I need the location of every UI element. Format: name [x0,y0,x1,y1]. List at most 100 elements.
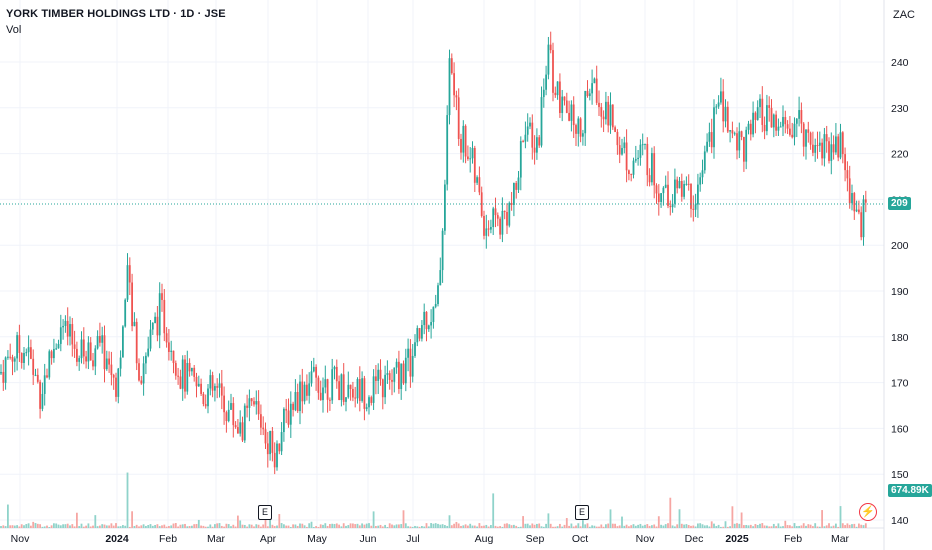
candle-body [352,388,354,398]
candle-body [614,127,616,132]
volume-bar [802,523,805,528]
volume-bar [835,523,837,528]
volume-bar [131,511,133,528]
candle-body [455,95,458,98]
x-tick-label: May [307,533,328,545]
candle-body [749,123,752,135]
volume-bar [174,523,177,528]
volume-bar [756,525,759,528]
candle-body [664,184,667,188]
volume-bar [94,515,97,528]
candle-body [864,199,867,203]
candle-body [467,156,469,159]
volume-bar [490,525,492,528]
candle-body [20,352,23,363]
candle-body [186,362,189,392]
candle-body [202,393,205,404]
volume-bar [283,524,285,528]
candle-body [400,363,403,389]
candle-body [239,422,242,434]
volume-bar [662,525,665,528]
candle-body [724,106,727,122]
candle-body [243,405,246,441]
candle-body [568,112,570,121]
candle-body [657,193,660,202]
earnings-event-icon[interactable]: E [258,505,272,520]
volume-bar [641,525,644,528]
volume-bar [379,524,382,528]
candle-body [237,427,239,434]
candle-body [338,381,340,401]
candle-body [276,443,278,468]
candle-body [531,122,534,148]
volume-indicator-label[interactable]: Vol [6,24,22,36]
volume-bar [752,526,754,528]
volume-bar [232,524,235,528]
volume-bar [736,523,738,528]
volume-bar [455,521,458,528]
candle-body [860,212,863,238]
candle-body [9,356,12,358]
candle-body [547,44,550,75]
volume-bar [701,524,704,528]
candle-body [630,174,633,176]
volume-bar [271,524,274,528]
earnings-event-icon[interactable]: E [575,505,589,520]
volume-bar [188,526,191,528]
volume-bar [858,523,860,528]
candle-body [99,335,101,343]
volume-bar [591,525,593,528]
volume-bar [204,526,207,528]
candle-body [513,182,515,205]
candle-body [786,124,789,129]
volume-bar [161,525,163,528]
x-tick-label: Jul [406,533,419,545]
candle-body [25,352,28,354]
candle-body [0,371,2,374]
candle-body [536,137,538,153]
candle-body [168,342,170,352]
volume-bar [508,524,511,528]
candle-body [101,335,104,343]
candle-body [57,343,60,349]
candle-body [317,377,320,393]
volume-bar [582,520,584,528]
volume-bar [694,526,697,528]
flash-icon[interactable]: ⚡ [859,503,877,521]
candle-body [227,409,230,422]
candle-body [446,115,449,185]
candle-body [80,339,83,359]
volume-bar [191,525,193,528]
volume-bar [50,525,53,528]
volume-bar [402,510,405,528]
volume-bar [706,525,708,528]
candle-body [425,311,428,330]
candle-body [641,144,644,146]
volume-bar [156,524,159,528]
volume-bar [20,524,23,528]
candle-body [733,133,736,135]
candle-body [379,369,382,380]
candle-body [326,379,329,400]
volume-bar [697,523,699,528]
candle-body [234,425,237,428]
candle-body [92,360,94,367]
volume-bar [411,526,414,528]
candle-body [540,97,543,146]
volume-bar [278,514,281,528]
candle-body [174,363,177,376]
volume-bar [273,526,276,528]
candle-body [133,321,136,327]
candle-body [759,98,761,108]
candle-body [55,348,58,350]
x-tick-label: Oct [572,533,588,545]
candle-body [598,102,600,108]
volume-bar [531,523,534,528]
volume-bar [625,524,628,528]
volume-bar [80,523,83,528]
candle-body [18,335,21,353]
candle-body [170,350,173,352]
candle-body [611,104,614,128]
volume-bar [57,524,60,528]
